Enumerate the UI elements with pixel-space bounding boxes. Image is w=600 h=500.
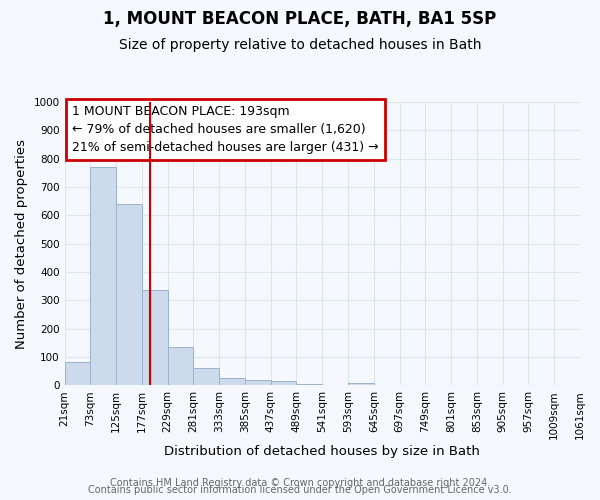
Bar [219, 378, 245, 386]
Bar [271, 381, 296, 386]
X-axis label: Distribution of detached houses by size in Bath: Distribution of detached houses by size … [164, 444, 480, 458]
Y-axis label: Number of detached properties: Number of detached properties [15, 138, 28, 348]
Bar [91, 167, 116, 386]
Text: 1, MOUNT BEACON PLACE, BATH, BA1 5SP: 1, MOUNT BEACON PLACE, BATH, BA1 5SP [103, 10, 497, 28]
Text: 1 MOUNT BEACON PLACE: 193sqm
← 79% of detached houses are smaller (1,620)
21% of: 1 MOUNT BEACON PLACE: 193sqm ← 79% of de… [72, 105, 379, 154]
Bar [193, 368, 219, 386]
Text: Contains HM Land Registry data © Crown copyright and database right 2024.: Contains HM Land Registry data © Crown c… [110, 478, 490, 488]
Bar [296, 384, 322, 386]
Bar [65, 362, 91, 386]
Text: Contains public sector information licensed under the Open Government Licence v3: Contains public sector information licen… [88, 485, 512, 495]
Bar [167, 347, 193, 386]
Text: Size of property relative to detached houses in Bath: Size of property relative to detached ho… [119, 38, 481, 52]
Bar [142, 290, 167, 386]
Bar [116, 204, 142, 386]
Bar [348, 382, 374, 386]
Bar [245, 380, 271, 386]
